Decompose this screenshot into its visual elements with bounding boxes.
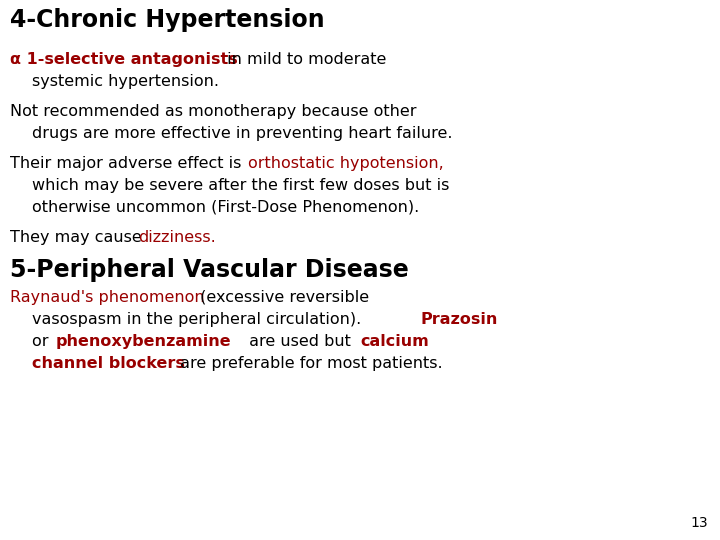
Text: orthostatic hypotension,: orthostatic hypotension, (248, 156, 444, 171)
Text: (excessive reversible: (excessive reversible (195, 290, 369, 305)
Text: otherwise uncommon (First-Dose Phenomenon).: otherwise uncommon (First-Dose Phenomeno… (32, 200, 419, 215)
Text: are used but: are used but (244, 334, 356, 349)
Text: systemic hypertension.: systemic hypertension. (32, 74, 219, 89)
Text: Prazosin: Prazosin (420, 312, 498, 327)
Text: α 1-selective antagonists: α 1-selective antagonists (10, 52, 238, 67)
Text: drugs are more effective in preventing heart failure.: drugs are more effective in preventing h… (32, 126, 452, 141)
Text: calcium: calcium (360, 334, 428, 349)
Text: 5-Peripheral Vascular Disease: 5-Peripheral Vascular Disease (10, 258, 409, 282)
Text: 13: 13 (690, 516, 708, 530)
Text: are preferable for most patients.: are preferable for most patients. (175, 356, 443, 371)
Text: phenoxybenzamine: phenoxybenzamine (56, 334, 232, 349)
Text: dizziness.: dizziness. (138, 230, 216, 245)
Text: Their major adverse effect is: Their major adverse effect is (10, 156, 246, 171)
Text: They may cause: They may cause (10, 230, 147, 245)
Text: channel blockers: channel blockers (32, 356, 185, 371)
Text: vasospasm in the peripheral circulation).: vasospasm in the peripheral circulation)… (32, 312, 372, 327)
Text: which may be severe after the first few doses but is: which may be severe after the first few … (32, 178, 449, 193)
Text: Raynaud's phenomenon: Raynaud's phenomenon (10, 290, 204, 305)
Text: 4-Chronic Hypertension: 4-Chronic Hypertension (10, 8, 325, 32)
Text: Not recommended as monotherapy because other: Not recommended as monotherapy because o… (10, 104, 416, 119)
Text: or: or (32, 334, 53, 349)
Text: in mild to moderate: in mild to moderate (222, 52, 387, 67)
